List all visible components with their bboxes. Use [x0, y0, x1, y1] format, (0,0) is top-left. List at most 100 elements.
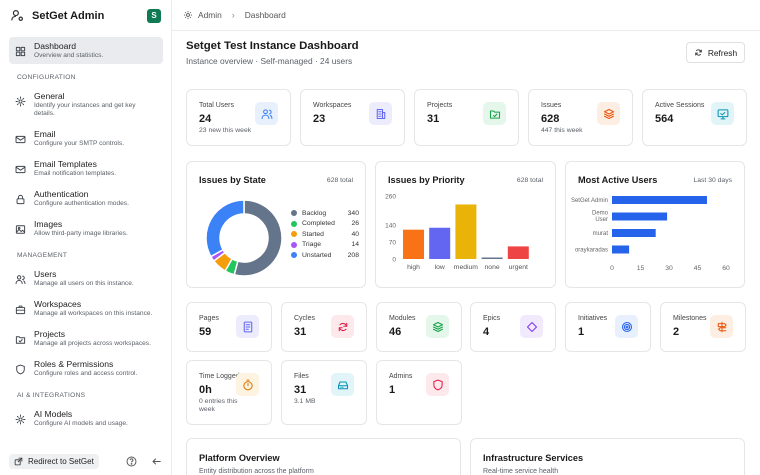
x-tick-label: none — [485, 264, 500, 271]
building-icon — [369, 102, 392, 125]
sidebar-footer: Redirect to SetGet — [0, 447, 171, 475]
refresh-button[interactable]: Refresh — [686, 42, 745, 63]
sidebar-item-desc: Allow third-party image libraries. — [34, 230, 128, 237]
stat-label: Projects — [427, 102, 453, 109]
stat-card-modules[interactable]: Modules 46 — [376, 302, 462, 352]
stat-value: 31 — [427, 113, 440, 125]
briefcase-icon — [15, 302, 26, 315]
priority-bar-chart: 0 70 140 260 high low medium none urgent — [385, 194, 529, 271]
legend-value: 14 — [351, 241, 359, 249]
users-bar-chart: SetGet Admin Demo User murat oraykaradas 0 15 3… — [571, 196, 730, 272]
stat-label: Milestones — [673, 315, 707, 322]
stat-label: Active Sessions — [655, 102, 705, 109]
shield-icon — [15, 362, 26, 375]
stat-card-pages[interactable]: Pages 59 — [186, 302, 272, 352]
legend-swatch — [291, 241, 297, 248]
stat-value: 628 — [541, 113, 560, 125]
sidebar-item-label: Projects — [34, 329, 66, 339]
stat-card-active-sessions[interactable]: Active Sessions 564 — [642, 89, 747, 146]
breadcrumb-root[interactable]: Admin — [198, 10, 222, 20]
stat-card-workspaces[interactable]: Workspaces 23 — [300, 89, 405, 146]
x-tick-label: 30 — [665, 265, 673, 272]
stat-value: 2 — [673, 326, 680, 338]
signpost-icon — [710, 315, 733, 338]
sidebar-item-roles-permissions[interactable]: Roles & Permissions Configure roles and a… — [9, 355, 163, 382]
sidebar-item-label: Users — [34, 269, 57, 279]
admin-user-icon — [10, 9, 24, 23]
sidebar-item-desc: Overview and statistics. — [34, 52, 104, 59]
card-title: Most Active Users — [578, 175, 658, 185]
y-tick-label: 260 — [385, 194, 396, 201]
bar-user[interactable] — [612, 245, 630, 254]
bar-low[interactable] — [429, 227, 451, 259]
main-content: Admin › Dashboard Setget Test Instance D… — [172, 0, 760, 475]
sidebar-item-users[interactable]: Users Manage all users on this instance. — [9, 265, 163, 292]
stat-card-projects[interactable]: Projects 31 — [414, 89, 519, 146]
stat-value: 1 — [578, 326, 585, 338]
folder-icon — [483, 102, 506, 125]
bar-urgent[interactable] — [507, 246, 529, 259]
legend-swatch — [291, 210, 297, 217]
stat-card-cycles[interactable]: Cycles 31 — [281, 302, 367, 352]
page-header: Setget Test Instance Dashboard Instance … — [186, 40, 746, 66]
card-meta: 628 total — [326, 177, 353, 184]
stat-value: 24 — [199, 113, 212, 125]
redirect-button[interactable]: Redirect to SetGet — [9, 453, 99, 469]
x-tick-label: low — [435, 264, 445, 271]
sidebar-item-desc: Manage all workspaces on this instance. — [34, 310, 153, 317]
nav-section-header: CONFIGURATION — [17, 74, 76, 81]
bar-none[interactable] — [481, 257, 503, 260]
donut-slice-unstarted[interactable] — [205, 199, 245, 258]
stat-card-epics[interactable]: Epics 4 — [470, 302, 556, 352]
sidebar-item-workspaces[interactable]: Workspaces Manage all workspaces on this … — [9, 295, 163, 322]
sidebar-item-authentication[interactable]: Authentication Configure authentication m… — [9, 185, 163, 212]
x-tick-label: 60 — [722, 265, 730, 272]
sidebar-item-desc: Email notification templates. — [34, 170, 117, 177]
bar-user[interactable] — [612, 212, 668, 221]
panel-title: Platform Overview — [199, 453, 280, 463]
help-icon[interactable] — [126, 456, 137, 467]
stat-value: 23 — [313, 113, 326, 125]
donut-slice-backlog[interactable] — [233, 199, 283, 277]
x-tick-label: urgent — [509, 264, 528, 271]
legend-item: Unstarted 208 — [291, 250, 359, 261]
stat-label: Modules — [389, 315, 416, 322]
users-icon — [15, 272, 26, 285]
collapse-sidebar-icon[interactable] — [151, 456, 162, 467]
card-title: Issues by Priority — [388, 175, 465, 185]
sidebar-item-email-templates[interactable]: Email Templates Email notification templa… — [9, 155, 163, 182]
stat-card-time-logged[interactable]: Time Logged 0h 0 entries this week — [186, 360, 272, 425]
sidebar-item-general[interactable]: General Identify your instances and get k… — [9, 87, 163, 122]
stat-card-files[interactable]: Files 31 3.1 MB — [281, 360, 367, 425]
instance-badge[interactable]: S — [147, 8, 161, 23]
shield-icon — [426, 373, 449, 396]
bar-medium[interactable] — [455, 204, 477, 259]
stat-card-initiatives[interactable]: Initiatives 1 — [565, 302, 651, 352]
bar-user[interactable] — [612, 196, 707, 204]
sidebar-item-images[interactable]: Images Allow third-party image libraries. — [9, 215, 163, 242]
sidebar-item-desc: Configure roles and access control. — [34, 370, 138, 377]
stat-label: Workspaces — [313, 102, 352, 109]
stat-card-admins[interactable]: Admins 1 — [376, 360, 462, 425]
x-tick-label: medium — [454, 264, 479, 271]
refresh-label: Refresh — [707, 47, 738, 58]
sidebar-item-projects[interactable]: Projects Manage all projects across works… — [9, 325, 163, 352]
page-title: Setget Test Instance Dashboard — [186, 40, 359, 52]
sidebar-item-desc: Configure authentication modes. — [34, 200, 129, 207]
sidebar-item-email[interactable]: Email Configure your SMTP controls. — [9, 125, 163, 152]
sidebar-item-label: Email Templates — [34, 159, 97, 169]
legend-swatch — [291, 252, 297, 259]
legend-label: Backlog — [302, 209, 327, 217]
panel-subtitle: Entity distribution across the platform — [199, 468, 314, 475]
stat-card-total-users[interactable]: Total Users 24 23 new this week — [186, 89, 291, 146]
stat-card-milestones[interactable]: Milestones 2 — [660, 302, 746, 352]
sidebar-item-ai-models[interactable]: AI Models Configure AI models and usage. — [9, 405, 163, 432]
bar-high[interactable] — [403, 229, 424, 259]
stat-card-issues[interactable]: Issues 628 447 this week — [528, 89, 633, 146]
bar-user[interactable] — [612, 229, 656, 237]
target-icon — [615, 315, 638, 338]
stat-label: Total Users — [199, 102, 235, 109]
users-icon — [255, 102, 278, 125]
sidebar-item-dashboard[interactable]: Dashboard Overview and statistics. — [9, 37, 163, 64]
sidebar-item-label: Images — [34, 219, 63, 229]
